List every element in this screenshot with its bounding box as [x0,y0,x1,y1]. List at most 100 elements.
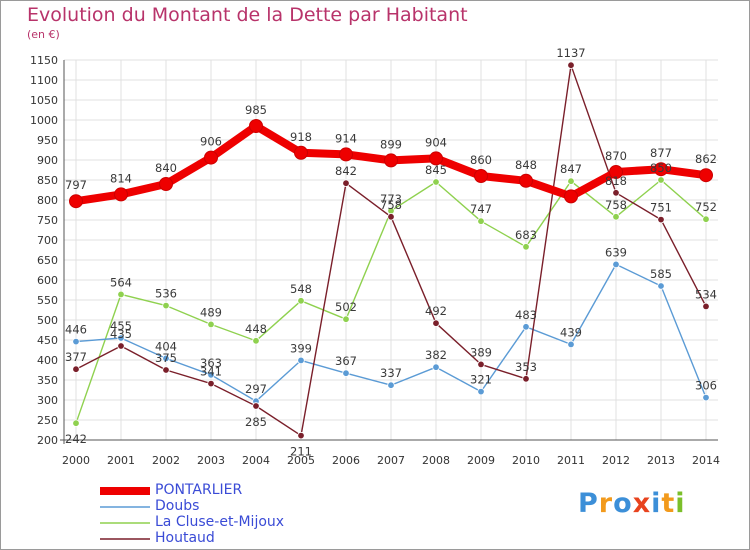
data-label: 752 [695,200,717,214]
data-label: 814 [110,171,132,185]
y-tick-label: 750 [37,214,58,227]
data-point [522,323,530,331]
legend [100,487,150,540]
data-point [252,337,260,345]
x-tick-label: 2012 [602,454,630,467]
data-point [297,297,305,305]
data-point [612,260,620,269]
data-label: 797 [65,178,87,192]
y-tick-label: 450 [37,334,58,347]
data-label: 492 [425,304,447,318]
logo-letter: i [675,488,686,519]
data-point [114,187,128,202]
data-point [294,145,308,160]
grid [64,59,718,441]
data-point [654,162,668,177]
data-label: 639 [605,245,627,259]
y-tick-label: 700 [37,234,58,247]
data-point [72,365,80,373]
x-tick-label: 2002 [152,454,180,467]
x-tick-label: 2008 [422,454,450,467]
data-point [117,334,125,342]
data-label: 818 [605,174,627,188]
y-tick-label: 600 [37,274,58,287]
y-tick-label: 800 [37,194,58,207]
data-point [297,356,305,365]
data-point [387,213,395,221]
data-point [657,215,665,224]
data-point [252,402,260,410]
data-point [702,215,710,223]
data-label: 1137 [556,46,585,60]
data-label: 435 [110,327,132,341]
y-tick-label: 1050 [30,94,58,107]
x-tick-label: 2007 [377,454,405,467]
data-point [612,213,620,221]
data-label: 747 [470,202,492,216]
data-label: 321 [470,373,492,387]
data-label: 985 [245,103,267,117]
data-label: 382 [425,348,447,362]
data-label: 211 [290,445,312,459]
logo-letter: P [578,488,599,519]
data-label: 918 [290,130,312,144]
data-label: 877 [650,146,672,160]
y-tick-label: 1100 [30,74,58,87]
data-label: 502 [335,300,357,314]
data-point [567,177,575,185]
data-label: 758 [380,198,402,212]
data-point [207,371,215,379]
data-point [564,189,578,204]
x-tick-label: 2006 [332,454,360,467]
data-point [249,119,263,133]
data-label: 353 [515,360,537,374]
x-tick-label: 2001 [107,454,135,467]
y-tick-label: 550 [37,294,58,307]
data-point [657,176,665,184]
data-label: 842 [335,164,357,178]
data-label: 848 [515,158,537,172]
x-tick-label: 2004 [242,454,270,467]
data-label: 306 [695,379,717,393]
data-label: 297 [245,382,267,396]
axes: 200 250 300 350 400 450 500 550 600 650 700 750 800 8… [30,54,720,467]
data-point [117,290,125,299]
data-point [384,153,398,168]
logo-letter: r [598,488,614,519]
legend-label-doubs: Doubs [155,498,200,514]
data-label: 845 [425,163,447,177]
data-point [477,217,485,225]
data-label: 862 [695,152,717,166]
data-label: 242 [65,432,87,446]
y-tick-label: 950 [37,134,58,147]
data-point [297,431,305,440]
data-labels: 242 564 536 489 448 548 502 773 845 747 683 847 758 8… [65,46,717,458]
x-tick-label: 2005 [287,454,315,467]
data-point [339,147,353,162]
y-tick-label: 200 [37,434,58,447]
y-tick-label: 400 [37,354,58,367]
x-tick-label: 2003 [197,454,225,467]
data-label: 899 [380,137,402,151]
data-point [477,387,485,396]
y-tick-label: 300 [37,394,58,407]
data-label: 404 [155,339,177,353]
data-label: 446 [65,323,87,337]
data-label: 773 [380,192,402,206]
y-tick-label: 350 [37,374,58,387]
legend-label-pontarlier: PONTARLIER [155,482,243,498]
data-point [567,340,575,349]
data-point [207,379,215,388]
data-label: 548 [290,282,312,296]
data-label: 448 [245,322,267,336]
data-label: 914 [335,131,357,145]
data-label: 840 [155,161,177,175]
data-label: 489 [200,305,222,319]
data-label: 850 [650,161,672,175]
data-point [522,243,530,251]
logo-letter: i [651,488,662,519]
data-label: 389 [470,345,492,359]
data-point [207,320,215,329]
data-point [387,381,395,389]
